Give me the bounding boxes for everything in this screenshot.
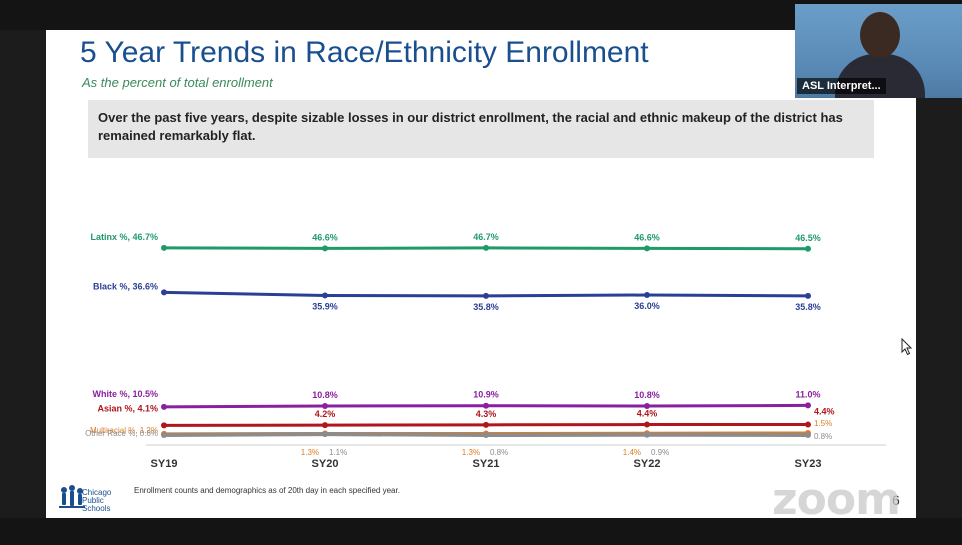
interpreter-video-tile[interactable]: ASL Interpret... [795, 4, 962, 98]
data-point [161, 289, 167, 296]
series-white: 10.8% 10.9% 10.8% 11.0% White %, 10.5% [92, 389, 821, 410]
data-point [322, 431, 328, 438]
data-point [161, 432, 167, 438]
x-tick-label: SY23 [795, 458, 822, 470]
data-point [322, 292, 328, 299]
series-black: 35.9% 35.8% 36.0% 35.8% Black %, 36.6% [93, 281, 821, 312]
data-label: 1.1% [329, 448, 347, 457]
data-point [644, 403, 650, 409]
data-label: 46.6% [634, 232, 660, 242]
logo-line: Chicago [82, 488, 112, 497]
data-label: 1.3% [301, 448, 319, 457]
data-label: 10.8% [634, 390, 660, 400]
data-point [161, 403, 167, 410]
data-point [644, 421, 650, 428]
enrollment-line-chart: SY19 SY20 SY21 SY22 SY23 46.6% 46.7% 46.6% 46.5%… [85, 232, 886, 470]
data-point [805, 402, 811, 409]
chart-footnote: Enrollment counts and demographics as of… [134, 486, 400, 495]
series-latinx: 46.6% 46.7% 46.6% 46.5% Latinx %, 46.7% [90, 232, 821, 252]
data-label: 4.4% [814, 407, 835, 417]
zoom-watermark: zoom [772, 474, 901, 525]
data-label: 46.7% [473, 232, 499, 242]
x-tick-label: SY21 [473, 458, 500, 470]
presentation-slide: 5 Year Trends in Race/Ethnicity Enrollme… [46, 30, 916, 518]
series-label: Latinx %, 46.7% [90, 232, 158, 242]
series-label: Other Race %, 0.8% [85, 429, 158, 438]
data-point [483, 421, 489, 428]
cps-logo-icon [59, 485, 85, 508]
x-tick-label: SY20 [312, 458, 339, 470]
data-label: 1.3% [462, 448, 480, 457]
slide-subtitle: As the percent of total enrollment [82, 75, 273, 90]
data-point [805, 421, 811, 428]
data-point [644, 292, 650, 298]
data-label: 4.3% [476, 409, 497, 419]
series-label: Multiracial %, 1.2% [90, 426, 158, 435]
data-point [644, 245, 650, 252]
logo-line: Schools [82, 504, 111, 513]
participant-name-label: ASL Interpret... [797, 78, 886, 94]
series-other-race: 1.1% 0.8% 0.9% 0.8% Other Race %, 0.8% [85, 429, 832, 457]
series-label: White %, 10.5% [92, 389, 158, 399]
data-point [322, 403, 328, 409]
logo-line: Public [82, 496, 104, 505]
data-label: 4.2% [315, 409, 336, 419]
data-label: 10.8% [312, 390, 338, 400]
page-number: 6 [892, 492, 900, 508]
data-label: 1.4% [623, 448, 641, 457]
data-label: 36.0% [634, 301, 660, 311]
data-label: 46.5% [795, 233, 821, 243]
data-label: 46.6% [312, 232, 338, 242]
summary-callout: Over the past five years, despite sizabl… [88, 100, 874, 158]
data-point [483, 402, 489, 409]
series-asian: 4.2% 4.3% 4.4% 4.4% Asian %, 4.1% [97, 403, 835, 429]
bottom-bar [0, 518, 962, 545]
data-point [161, 422, 167, 429]
data-label: 1.5% [814, 419, 832, 428]
data-label: 0.8% [814, 432, 832, 441]
cps-logo-text: Chicago Public Schools [82, 489, 111, 513]
series-label: Asian %, 4.1% [97, 403, 158, 413]
summary-callout-text: Over the past five years, despite sizabl… [98, 110, 843, 143]
data-point [161, 244, 167, 251]
data-point [805, 245, 811, 252]
data-point [322, 422, 328, 429]
data-point [483, 432, 489, 438]
slide-title: 5 Year Trends in Race/Ethnicity Enrollme… [80, 36, 649, 69]
data-point [322, 245, 328, 252]
data-point [483, 292, 489, 299]
data-label: 35.8% [473, 302, 499, 312]
data-label: 4.4% [637, 409, 658, 419]
data-label: 35.8% [795, 302, 821, 312]
data-point [644, 431, 650, 438]
mouse-cursor-icon [901, 338, 913, 356]
data-point [805, 292, 811, 299]
data-point [483, 244, 489, 251]
data-label: 10.9% [473, 390, 499, 400]
data-label: 11.0% [795, 389, 820, 399]
x-tick-label: SY22 [634, 458, 661, 470]
data-label: 0.9% [651, 448, 669, 457]
data-label: 0.8% [490, 448, 508, 457]
data-point [805, 432, 811, 438]
series-label: Black %, 36.6% [93, 281, 158, 291]
x-tick-label: SY19 [151, 458, 178, 470]
participant-head [860, 12, 900, 58]
data-label: 35.9% [312, 301, 338, 311]
